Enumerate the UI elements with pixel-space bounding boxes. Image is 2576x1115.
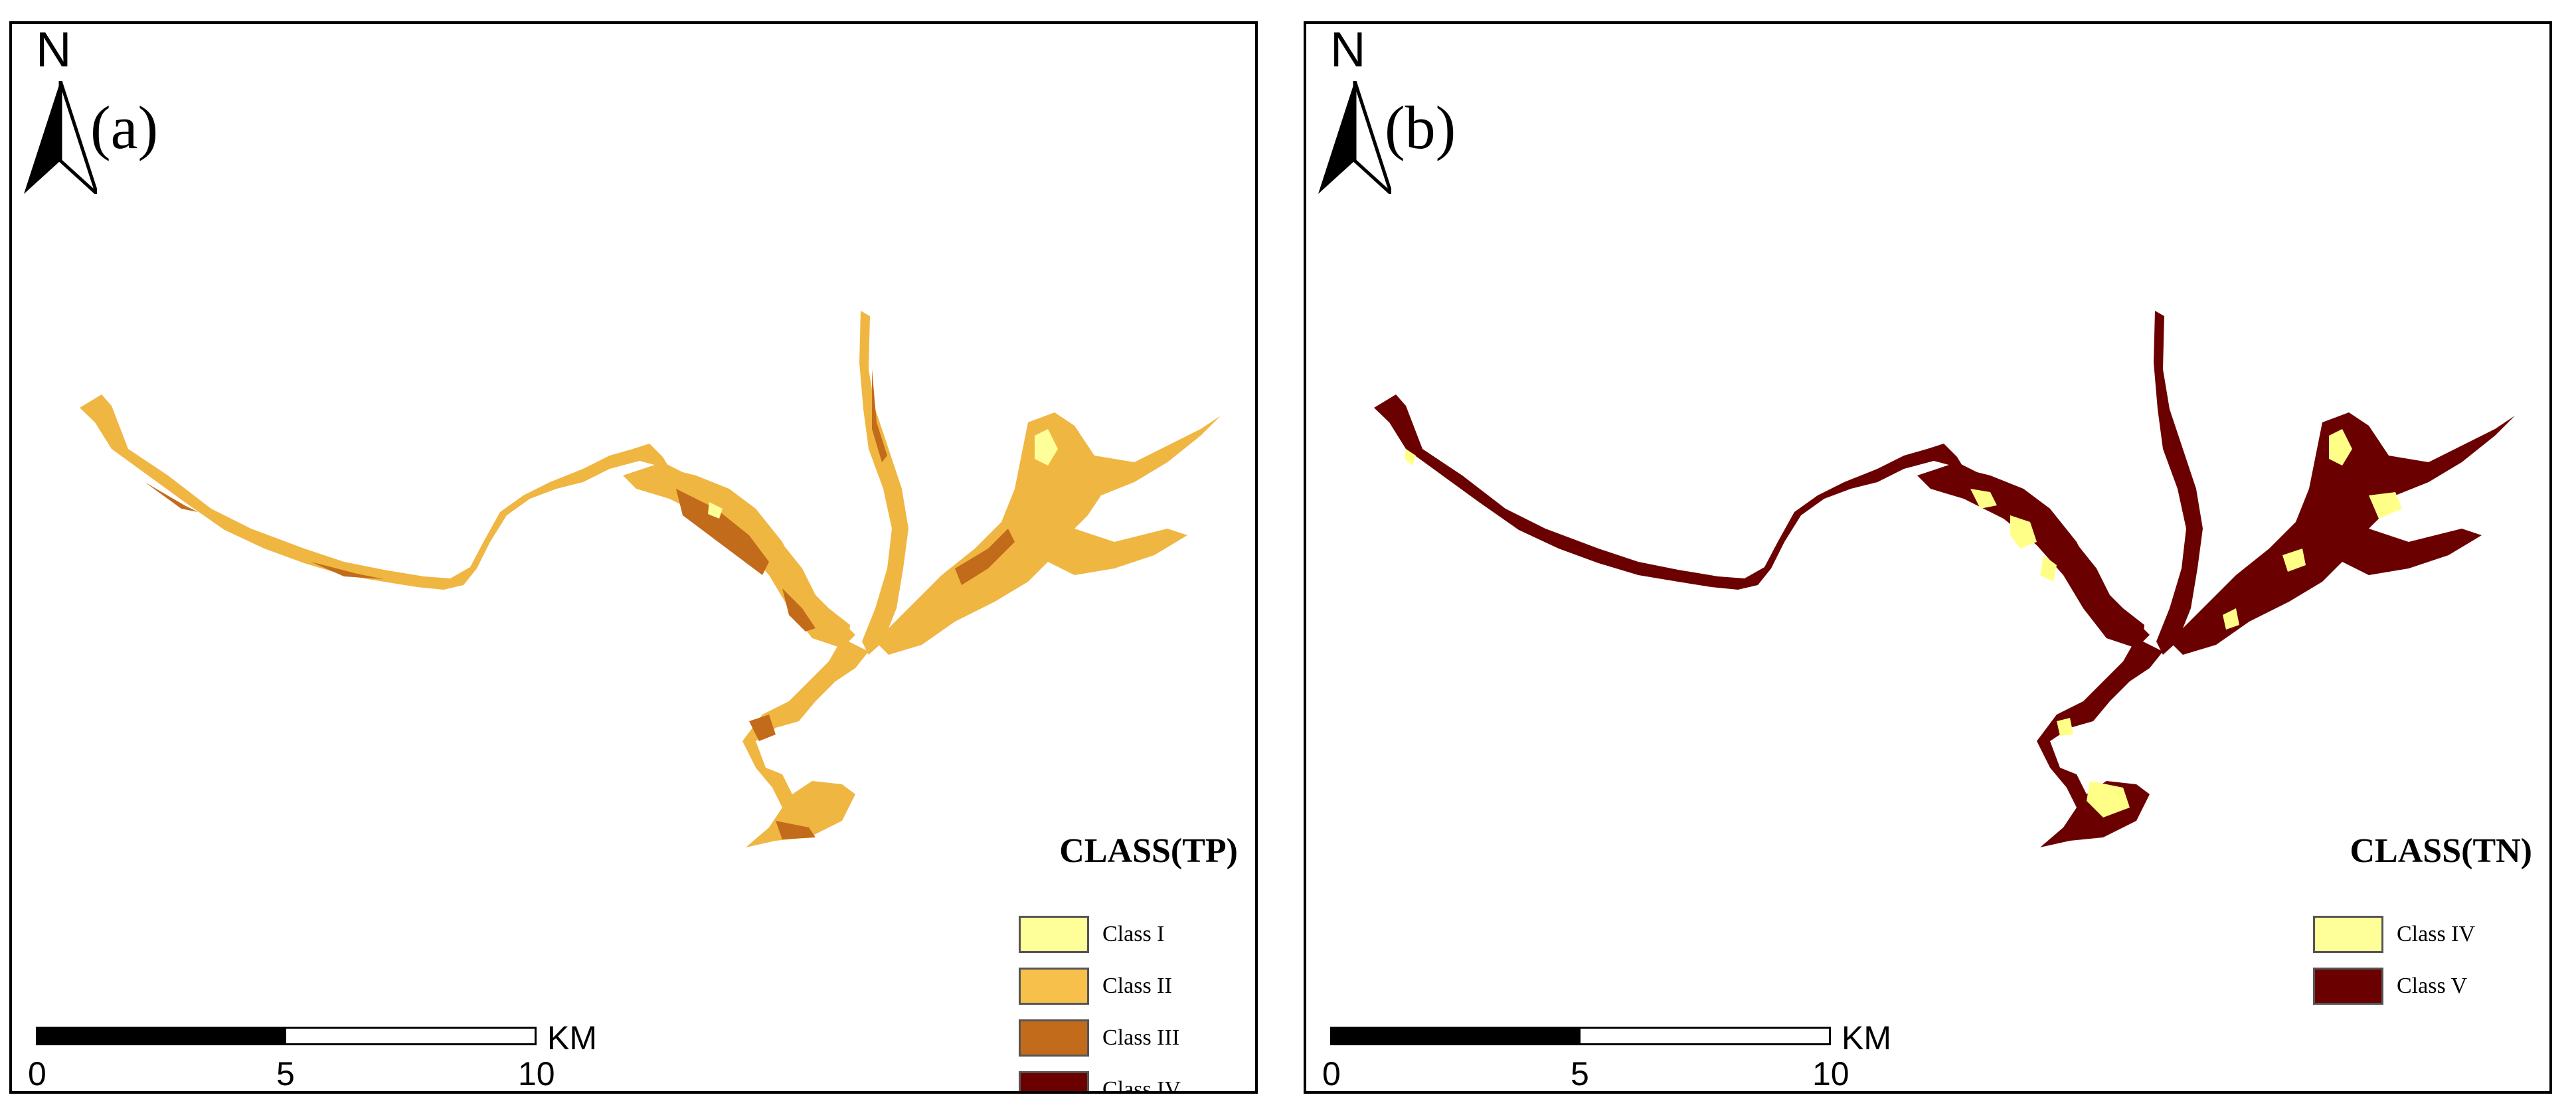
scale-segment-black bbox=[38, 1029, 286, 1043]
map-panel-a: N (a) CLASS(TP) Class I Class II Class I… bbox=[9, 21, 1258, 1094]
scale-segment-black bbox=[1332, 1029, 1581, 1043]
reservoir-ne-arm bbox=[2170, 412, 2515, 655]
scale-bar: KM 0 5 10 bbox=[1322, 1019, 1891, 1091]
scale-tick-10: 10 bbox=[1812, 1055, 1849, 1092]
legend-item: Class IV bbox=[2313, 908, 2532, 960]
reservoir-detail-patches bbox=[145, 369, 1058, 839]
scale-track bbox=[1330, 1027, 1831, 1045]
reservoir-west-arm bbox=[80, 394, 850, 642]
legend-label: Class III bbox=[1102, 1025, 1180, 1050]
legend-item: Class II bbox=[1019, 960, 1238, 1012]
panel-label: (a) bbox=[90, 94, 159, 161]
legend-item: Class I bbox=[1019, 908, 1238, 960]
reservoir-central-basin bbox=[1917, 462, 2150, 648]
scale-tick-0: 0 bbox=[28, 1055, 46, 1092]
legend-swatch bbox=[1019, 1071, 1089, 1091]
scale-unit: KM bbox=[547, 1019, 597, 1057]
reservoir-north-arm bbox=[2154, 311, 2203, 655]
scale-tick-5: 5 bbox=[276, 1055, 295, 1092]
reservoir-detail-patches bbox=[1405, 429, 2402, 817]
scale-track bbox=[36, 1027, 537, 1045]
north-letter: N bbox=[1330, 22, 1366, 77]
legend-label: Class II bbox=[1102, 974, 1172, 998]
legend-label: Class I bbox=[1102, 922, 1165, 946]
legend: CLASS(TP) Class I Class II Class III Cla… bbox=[1019, 832, 1238, 1094]
reservoir-shape bbox=[1374, 311, 2515, 847]
reservoir-north-arm bbox=[859, 311, 908, 655]
scale-bar: KM 0 5 10 bbox=[28, 1019, 597, 1091]
panel-label: (b) bbox=[1385, 94, 1456, 161]
scale-tick-5: 5 bbox=[1571, 1055, 1589, 1092]
legend-swatch bbox=[2313, 968, 2383, 1005]
scale-segment-white bbox=[286, 1029, 535, 1043]
reservoir-map bbox=[1374, 311, 2515, 847]
scale-segment-white bbox=[1581, 1029, 1829, 1043]
reservoir-shape bbox=[80, 311, 1221, 847]
legend-label: Class IV bbox=[2397, 922, 2476, 946]
legend-item: Class III bbox=[1019, 1012, 1238, 1064]
reservoir-south-arm bbox=[742, 638, 869, 847]
legend-label: Class IV bbox=[1102, 1077, 1181, 1094]
legend-swatch bbox=[2313, 916, 2383, 953]
legend-title: CLASS(TN) bbox=[2350, 832, 2533, 870]
legend-swatch bbox=[1019, 916, 1089, 953]
map-panel-b: N (b) CLASS(TN) Class IV Class V KM 0 5 … bbox=[1304, 21, 2552, 1094]
reservoir-west-arm bbox=[1374, 394, 2144, 642]
legend-label: Class V bbox=[2397, 974, 2468, 998]
legend: CLASS(TN) Class IV Class V bbox=[2313, 834, 2532, 1012]
legend-item: Class V bbox=[2313, 960, 2532, 1012]
north-letter: N bbox=[36, 22, 72, 77]
legend-swatch bbox=[1019, 1019, 1089, 1057]
scale-tick-0: 0 bbox=[1322, 1055, 1341, 1092]
reservoir-central-basin bbox=[623, 462, 855, 648]
reservoir-map bbox=[80, 311, 1221, 847]
scale-unit: KM bbox=[1842, 1019, 1891, 1057]
reservoir-south-arm bbox=[2037, 638, 2163, 847]
north-arrow-icon bbox=[1318, 81, 1391, 194]
reservoir-ne-arm bbox=[875, 412, 1221, 655]
scale-tick-10: 10 bbox=[518, 1055, 555, 1092]
legend-swatch bbox=[1019, 968, 1089, 1005]
legend-item: Class IV bbox=[1019, 1064, 1238, 1094]
legend-title: CLASS(TP) bbox=[1059, 832, 1238, 870]
north-arrow-icon bbox=[24, 81, 97, 194]
